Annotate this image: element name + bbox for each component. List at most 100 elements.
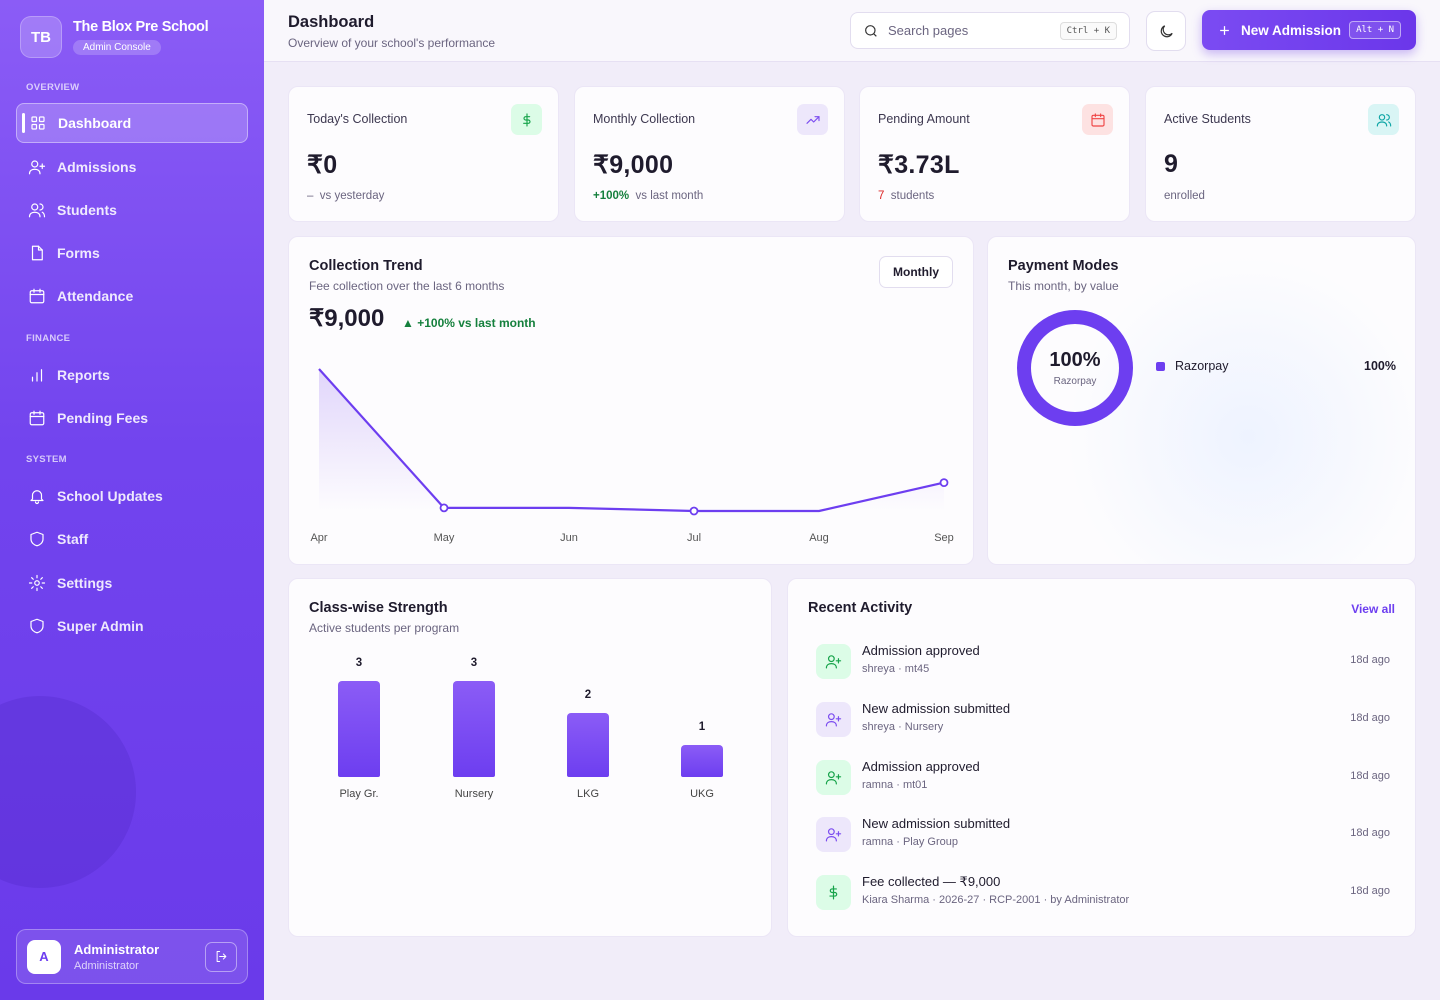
search-shortcut: Ctrl + K: [1059, 21, 1117, 40]
moon-icon: [1160, 24, 1173, 37]
theme-toggle-button[interactable]: [1146, 11, 1186, 51]
sidebar-item-pending-fees[interactable]: Pending Fees: [16, 398, 248, 438]
stat-delta: –: [307, 190, 314, 202]
sidebar-item-staff[interactable]: Staff: [16, 519, 248, 559]
legend-item: Razorpay 100%: [1156, 359, 1396, 373]
school-name: The Blox Pre School: [73, 19, 209, 35]
activity-time: 18d ago: [1350, 654, 1390, 666]
activity-item[interactable]: Fee collected — ₹9,000 Kiara Sharma · 20…: [816, 870, 1390, 915]
legend-color-swatch: [1156, 361, 1165, 371]
trend-area: [319, 369, 944, 511]
bar-play-gr[interactable]: [338, 681, 380, 777]
payment-modes-card: Payment Modes This month, by value 100% …: [987, 236, 1416, 565]
topbar: Dashboard Overview of your school's perf…: [264, 0, 1440, 62]
legend-value: 100%: [1364, 359, 1396, 373]
sidebar-item-reports[interactable]: Reports: [16, 355, 248, 395]
activity-item[interactable]: Admission approved shreya · mt45 18d ago: [816, 639, 1390, 684]
stat-label: Today's Collection: [307, 112, 408, 126]
calendar-icon: [1082, 104, 1113, 135]
donut-label: Razorpay: [1053, 376, 1097, 387]
activity-time: 18d ago: [1350, 712, 1390, 724]
activity-title: New admission submitted: [862, 701, 1011, 716]
trend-point[interactable]: [939, 478, 949, 488]
shield-icon: [28, 617, 46, 635]
view-all-link[interactable]: View all: [1351, 602, 1395, 616]
user-plus-icon: [816, 702, 851, 737]
class-strength-card: Class-wise Strength Active students per …: [288, 578, 772, 937]
gear-icon: [28, 574, 46, 592]
bar-value-label: 1: [698, 721, 706, 733]
decorative-circle: [0, 696, 136, 888]
stat-delta-text: vs yesterday: [319, 190, 385, 202]
stat-label: Monthly Collection: [593, 112, 696, 126]
bell-icon: [28, 487, 46, 505]
stat-card-active-students: Active Students 9 enrolled: [1145, 86, 1416, 222]
sidebar-item-settings[interactable]: Settings: [16, 563, 248, 603]
user-role: Administrator: [74, 959, 139, 972]
sidebar-item-admissions[interactable]: Admissions: [16, 147, 248, 187]
sidebar-item-label: Attendance: [57, 288, 134, 304]
new-admission-button[interactable]: New Admission Alt + N: [1202, 10, 1416, 50]
stat-footnote: enrolled: [1164, 190, 1205, 202]
trend-point[interactable]: [689, 506, 699, 516]
plus-icon: [1220, 25, 1229, 35]
recent-activity-card: Recent Activity View all Admission appro…: [787, 578, 1416, 937]
user-check-icon: [816, 760, 851, 795]
sidebar-item-school-updates[interactable]: School Updates: [16, 476, 248, 516]
dollar-icon: [511, 104, 542, 135]
activity-title: Fee collected — ₹9,000: [862, 874, 1001, 889]
trend-delta: ▲ +100% vs last month: [402, 316, 536, 330]
activity-title: Admission approved: [862, 643, 980, 658]
section-label-overview: OVERVIEW: [26, 82, 80, 93]
new-admission-label: New Admission: [1241, 22, 1342, 38]
stat-card-monthly-collection: Monthly Collection ₹9,000 +100% vs last …: [574, 86, 845, 222]
sidebar-item-label: Students: [57, 202, 117, 218]
bar-value-label: 3: [470, 657, 478, 669]
sidebar-item-label: School Updates: [57, 488, 163, 504]
activity-item[interactable]: New admission submitted ramna · Play Gro…: [816, 812, 1390, 857]
card-subtitle: This month, by value: [1008, 279, 1119, 293]
activity-item[interactable]: New admission submitted shreya · Nursery…: [816, 697, 1390, 742]
sidebar-item-super-admin[interactable]: Super Admin: [16, 606, 248, 646]
bar-lkg[interactable]: [567, 713, 609, 777]
stat-card-pending-amount: Pending Amount ₹3.73L 7 students: [859, 86, 1130, 222]
x-axis-label: May: [433, 532, 455, 544]
payment-donut-chart: 100% Razorpay: [1016, 309, 1134, 427]
sidebar-item-forms[interactable]: Forms: [16, 233, 248, 273]
dollar-icon: [816, 875, 851, 910]
activity-title: Admission approved: [862, 759, 980, 774]
search-placeholder: Search pages: [888, 23, 969, 38]
bar-category-label: UKG: [690, 788, 714, 800]
search-icon: [865, 24, 877, 37]
stat-value: ₹0: [307, 151, 338, 179]
search-input[interactable]: Search pages Ctrl + K: [850, 12, 1130, 49]
sidebar-item-attendance[interactable]: Attendance: [16, 276, 248, 316]
stat-delta-text: vs last month: [635, 190, 704, 202]
bar-category-label: Play Gr.: [339, 788, 379, 800]
bar-ukg[interactable]: [681, 745, 723, 777]
sidebar-item-dashboard[interactable]: Dashboard: [16, 103, 248, 143]
section-label-system: SYSTEM: [26, 454, 67, 465]
stat-footnote: +100% vs last month: [593, 190, 703, 202]
bar-category-label: Nursery: [454, 788, 494, 800]
activity-time: 18d ago: [1350, 770, 1390, 782]
activity-subtitle: ramna · mt01: [862, 779, 928, 791]
stat-label: Pending Amount: [878, 112, 970, 126]
bar-nursery[interactable]: [453, 681, 495, 777]
logout-button[interactable]: [205, 941, 237, 972]
trend-point[interactable]: [439, 503, 449, 513]
page-title: Dashboard: [288, 13, 375, 31]
user-check-icon: [816, 644, 851, 679]
card-title: Class-wise Strength: [309, 600, 448, 616]
grid-icon: [29, 114, 47, 132]
sidebar-item-students[interactable]: Students: [16, 190, 248, 230]
card-title: Payment Modes: [1008, 258, 1119, 274]
activity-item[interactable]: Admission approved ramna · mt01 18d ago: [816, 755, 1390, 800]
period-select-button[interactable]: Monthly: [879, 256, 953, 288]
stat-label: Active Students: [1164, 112, 1251, 126]
new-admission-shortcut: Alt + N: [1349, 21, 1401, 39]
logout-icon: [216, 951, 226, 962]
sidebar: TB The Blox Pre School Admin Console OVE…: [0, 0, 264, 1000]
stat-delta: +100%: [593, 190, 630, 202]
x-axis-label: Apr: [310, 532, 328, 544]
